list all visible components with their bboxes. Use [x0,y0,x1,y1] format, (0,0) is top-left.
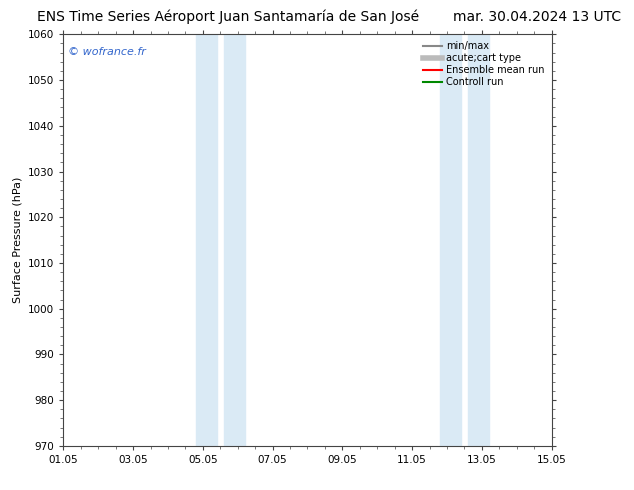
Bar [224,34,245,446]
Bar [440,34,461,446]
Bar [196,34,217,446]
Legend: min/max, acute;cart type, Ensemble mean run, Controll run: min/max, acute;cart type, Ensemble mean … [421,39,547,89]
Bar [468,34,489,446]
Y-axis label: Surface Pressure (hPa): Surface Pressure (hPa) [13,177,23,303]
Text: mar. 30.04.2024 13 UTC: mar. 30.04.2024 13 UTC [453,10,621,24]
Text: ENS Time Series Aéroport Juan Santamaría de San José: ENS Time Series Aéroport Juan Santamaría… [37,10,419,24]
Text: © wofrance.fr: © wofrance.fr [68,47,146,57]
